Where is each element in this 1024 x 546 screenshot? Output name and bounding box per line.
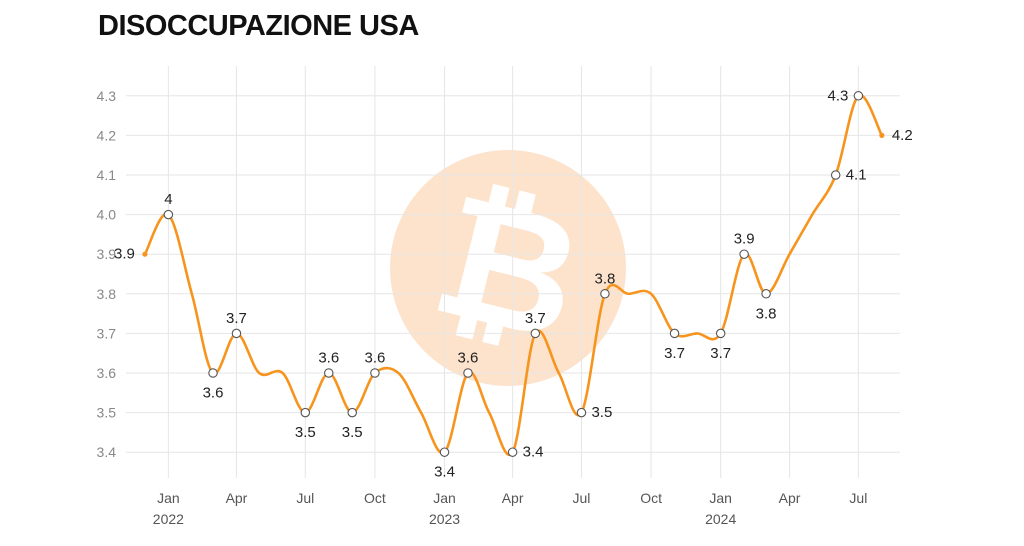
x-tick-year: 2023: [429, 511, 460, 527]
data-point-marker: [370, 368, 380, 378]
x-tick-label: Oct: [640, 490, 662, 506]
y-tick-label: 4.2: [97, 127, 117, 143]
data-point-marker: [231, 328, 242, 339]
x-tick-label: Jan: [433, 490, 456, 506]
data-label: 3.4: [434, 464, 455, 481]
data-point-marker: [669, 328, 680, 339]
data-point-marker: [208, 368, 218, 378]
watermark-circle: [390, 150, 626, 386]
data-label: 3.7: [525, 310, 546, 327]
data-label: 3.6: [458, 350, 479, 367]
data-point-marker: [715, 328, 726, 339]
x-tick-label: Jan: [157, 490, 180, 506]
x-tick-year: 2024: [705, 511, 736, 527]
data-label: 3.4: [523, 444, 544, 461]
data-label: 4.2: [892, 127, 913, 144]
data-label: 3.9: [114, 246, 135, 263]
x-axis-ticks: Jan 2022 Apr Jul Oct Jan 2023 Apr Jul Oct Jan 2024 A…: [153, 490, 868, 527]
x-tick-label: Jan: [709, 490, 732, 506]
x-tick-year: 2022: [153, 511, 184, 527]
data-label: 3.7: [710, 345, 731, 362]
data-points: [142, 91, 885, 457]
data-label: 3.5: [295, 424, 316, 441]
x-tick-label: Jul: [849, 490, 867, 506]
data-labels: 3.9 4 3.6 3.7 3.5 3.6 3.5 3.6 3.4 3.6 3.4 3.7 3.5 3.8…: [114, 87, 913, 480]
data-label: 4.1: [846, 167, 867, 184]
y-tick-label: 3.8: [97, 286, 117, 302]
data-point-marker: [300, 407, 311, 418]
data-point-end: [879, 132, 885, 138]
x-tick-label: Jul: [573, 490, 591, 506]
data-point-marker: [600, 289, 610, 299]
grid-lines: [126, 66, 900, 478]
y-tick-label: 3.4: [97, 444, 117, 460]
series-line: [143, 94, 884, 457]
data-label: 3.9: [734, 231, 755, 248]
data-point-marker: [463, 368, 473, 378]
data-label: 3.6: [364, 350, 385, 367]
data-point-marker: [530, 328, 541, 339]
data-label: 3.6: [318, 350, 339, 367]
y-tick-label: 3.5: [97, 405, 117, 421]
data-label: 4.3: [828, 87, 849, 104]
data-point-marker: [830, 170, 841, 180]
y-tick-label: 4.0: [97, 207, 117, 223]
data-point-marker: [576, 407, 587, 418]
data-point-marker: [163, 209, 174, 220]
x-tick-label: Jul: [296, 490, 314, 506]
x-tick-label: Apr: [779, 490, 801, 506]
data-point-marker: [761, 289, 771, 299]
bitcoin-logo-icon: ₿: [390, 150, 626, 386]
y-tick-label: 3.7: [97, 325, 117, 341]
y-tick-label: 4.3: [97, 88, 117, 104]
y-axis-ticks: 3.4 3.5 3.6 3.7 3.8 3.9 4.0 4.1 4.2 4.3: [97, 88, 117, 460]
x-tick-label: Oct: [364, 490, 386, 506]
data-point-marker: [853, 91, 864, 101]
data-label: 3.8: [756, 305, 777, 322]
data-point-marker: [739, 249, 749, 259]
x-tick-label: Apr: [502, 490, 524, 506]
data-label: 3.7: [664, 345, 685, 362]
data-label: 3.6: [203, 385, 224, 402]
data-point-marker: [347, 407, 357, 418]
data-label: 3.8: [594, 270, 615, 287]
data-point-marker: [439, 447, 450, 457]
y-tick-label: 4.1: [97, 167, 117, 183]
y-tick-label: 3.6: [97, 365, 117, 381]
data-point-end: [142, 251, 148, 257]
data-point-marker: [324, 368, 334, 378]
data-label: 3.5: [591, 404, 612, 421]
data-point-marker: [507, 447, 518, 457]
data-label: 3.7: [226, 310, 247, 327]
y-tick-label: 3.9: [97, 246, 117, 262]
data-label: 3.5: [342, 424, 363, 441]
data-label: 4: [164, 191, 172, 208]
chart-title: DISOCCUPAZIONE USA: [98, 10, 419, 42]
x-tick-label: Apr: [226, 490, 248, 506]
